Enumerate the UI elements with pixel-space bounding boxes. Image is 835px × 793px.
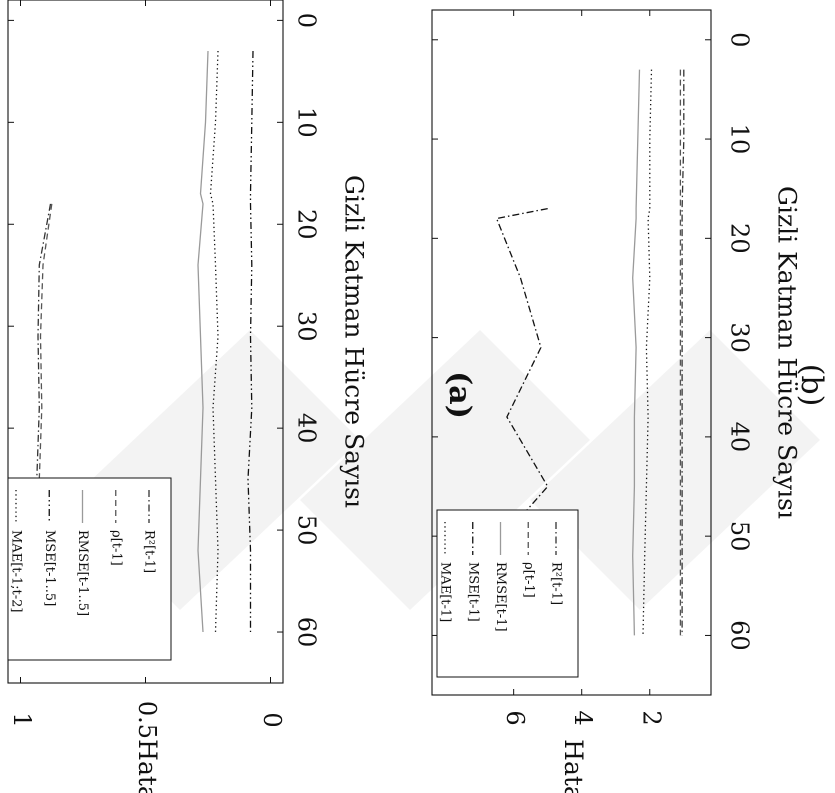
x-tick-label: 40: [293, 413, 321, 444]
x-tick-label: 30: [293, 311, 321, 342]
y-tick-label: 0.5: [133, 701, 161, 739]
legend-label: RMSE[t-1]: [493, 562, 508, 632]
series-line-4: [247, 50, 254, 632]
x-tick-label: 60: [726, 620, 754, 651]
legend-label: MSE[t-1]: [465, 562, 480, 622]
x-axis-label: Gizli Katman Hücre Sayısı: [773, 186, 802, 519]
legend-label: R²[t-1]: [549, 562, 564, 605]
y-tick-label: 2: [637, 710, 665, 725]
x-tick-label: 20: [293, 209, 321, 240]
series-line-3: [632, 69, 641, 636]
series-line-1: [681, 69, 685, 636]
series-line-1: [34, 203, 52, 633]
legend-label: RMSE[t-1..5]: [75, 530, 90, 616]
series-line-5: [642, 69, 653, 636]
legend-label: MSE[t-1..5]: [42, 530, 57, 606]
x-tick-label: 30: [726, 322, 754, 353]
x-tick-label: 10: [726, 124, 754, 155]
plot-frame: [431, 9, 712, 696]
y-tick-label: 1: [8, 712, 36, 727]
y-axis-label: Hata: [133, 739, 162, 793]
legend-label: MAE[t-1;t-2]: [9, 530, 24, 613]
series-line-3: [197, 50, 209, 633]
x-tick-label: 10: [293, 107, 321, 138]
legend-box: [7, 477, 172, 661]
legend-label: ρ[t-1]: [521, 562, 536, 598]
y-tick-label: 4: [569, 710, 597, 725]
y-axis-label: Hata: [559, 739, 588, 793]
y-tick-label: 6: [501, 710, 529, 725]
series-line-5: [209, 50, 219, 633]
y-tick-label: 0: [258, 712, 286, 727]
legend-label: ρ[t-1]: [108, 530, 123, 566]
legend-label: R²[t-1]: [142, 530, 157, 573]
legend-label: MAE[t-1]: [438, 562, 453, 622]
x-tick-label: 0: [293, 13, 321, 28]
x-tick-label: 40: [726, 422, 754, 453]
panel-caption: (a): [442, 371, 477, 419]
legend-box: [436, 509, 579, 678]
x-tick-label: 0: [726, 32, 754, 47]
x-tick-label: 60: [293, 617, 321, 648]
series-line-2: [37, 203, 53, 633]
panel-caption: (b): [794, 364, 829, 407]
chart-panel-a: 0 10 20 30 40 50 60 0 0.5 1 Gizli Katman Hücre Say…: [7, 0, 477, 793]
x-tick-label: 50: [726, 521, 754, 552]
x-tick-label: 50: [293, 515, 321, 546]
chart-panel-b: 0 10 20 30 40 50 60 2 4 6 Gizli Katman Hücre Sayıs…: [431, 9, 829, 793]
x-tick-label: 20: [726, 223, 754, 254]
x-axis-label: Gizli Katman Hücre Sayısı: [340, 175, 369, 508]
